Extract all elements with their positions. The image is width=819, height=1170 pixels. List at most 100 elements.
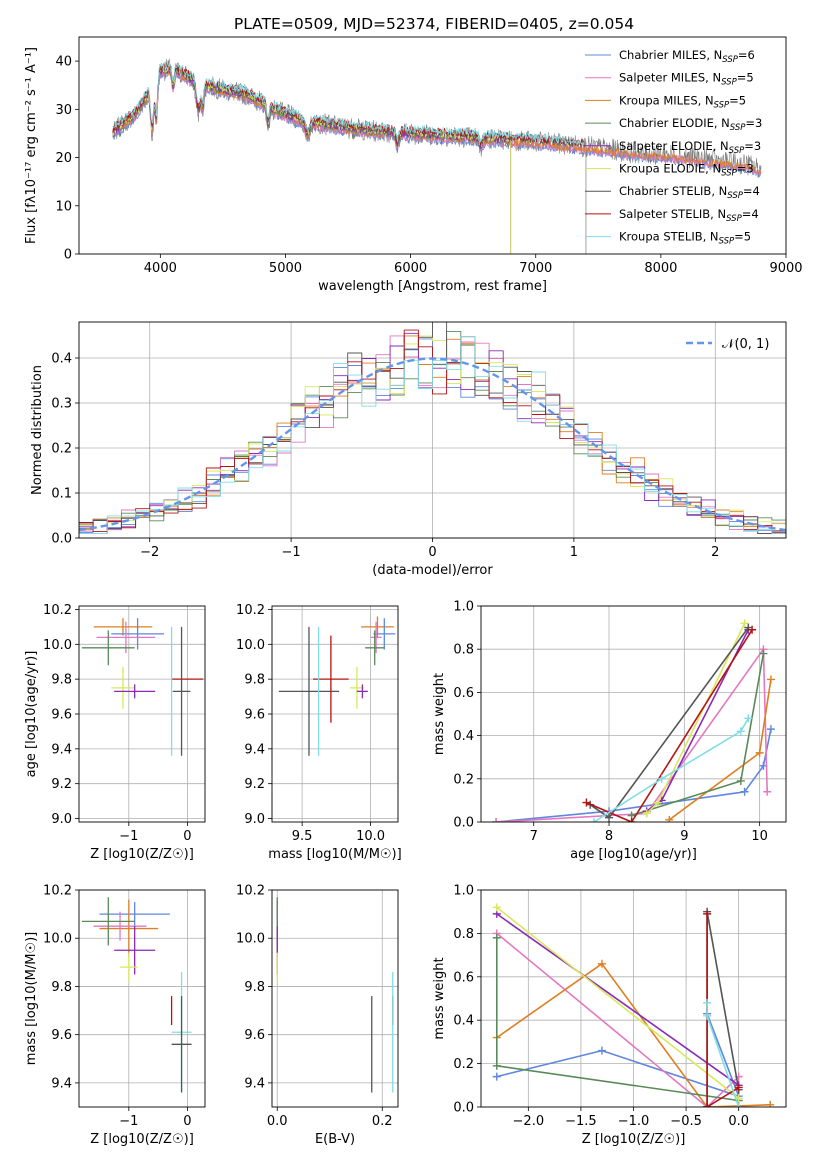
data-marker — [703, 998, 712, 1007]
plot-area — [79, 322, 786, 534]
y-tick-label: 9.2 — [244, 777, 265, 792]
y-tick-label: 9.4 — [244, 742, 265, 757]
y-tick-label: 0 — [64, 248, 72, 263]
axes-frame — [78, 36, 787, 255]
x-tick-label: −1.5 — [565, 1114, 597, 1129]
y-tick-label: 10.0 — [43, 638, 72, 653]
legend-tail: =4 — [743, 184, 760, 198]
legend-sub: SSP — [721, 169, 737, 179]
x-tick-label: 0.0 — [267, 1114, 288, 1129]
x-tick-label: −0.5 — [670, 1114, 702, 1129]
data-marker — [736, 776, 745, 785]
y-axis-label: age [log10(age/yr)] — [24, 651, 39, 778]
legend-label: Salpeter ELODIE, NSSP=3 — [619, 139, 761, 156]
data-marker — [642, 809, 651, 818]
axes-frame — [271, 605, 399, 823]
x-tick-label: 9 — [680, 829, 688, 844]
y-tick-label: 9.4 — [51, 742, 72, 757]
y-tick-label: 0.6 — [453, 970, 474, 985]
legend-label: Kroupa MILES, NSSP=5 — [619, 93, 746, 110]
y-tick-label: 0.3 — [51, 397, 72, 412]
y-tick-label: 10.0 — [236, 932, 265, 947]
data-marker — [492, 903, 501, 912]
x-tick-label: −1 — [119, 829, 138, 844]
y-tick-label: 0.8 — [453, 643, 474, 658]
y-axis-label: mass weight — [432, 673, 447, 755]
data-marker — [605, 813, 614, 822]
normal-curve — [79, 357, 786, 532]
x-tick-label: 10.0 — [356, 829, 385, 844]
y-tick-label: 10.2 — [236, 884, 265, 899]
x-axis-label: Z [log10(Z/Z☉)] — [90, 847, 194, 862]
data-marker — [492, 818, 501, 822]
x-axis-label: wavelength [Angstrom, rest frame] — [318, 279, 547, 294]
series-salpeter-stelib — [706, 913, 740, 1107]
legend-sub: SSP — [729, 146, 745, 156]
y-tick-label: 10.0 — [43, 932, 72, 947]
x-tick-label: −1 — [119, 1114, 138, 1129]
x-tick-label: 0 — [183, 829, 191, 844]
legend-text: Chabrier STELIB, N — [619, 184, 727, 198]
plot-area — [81, 618, 204, 756]
plot-area — [278, 616, 396, 756]
data-marker — [766, 675, 775, 684]
legend-label: 𝒩(0, 1) — [722, 337, 769, 352]
data-marker — [665, 815, 674, 822]
model-kroupa-elodie — [112, 63, 512, 254]
data-marker — [492, 1072, 501, 1081]
data-marker — [766, 1100, 775, 1107]
legend-sub: SSP — [726, 214, 742, 224]
legend-label: Chabrier STELIB, NSSP=4 — [619, 184, 760, 201]
x-tick-label: 0.2 — [372, 1114, 393, 1129]
x-tick-label: 7000 — [519, 261, 552, 276]
x-tick-label: 8000 — [644, 261, 677, 276]
legend-text: Salpeter STELIB, N — [619, 207, 726, 221]
legend-label: Chabrier MILES, NSSP=6 — [619, 48, 755, 65]
panel-age-vs-Z: −1 0 9.0 9.2 9.4 9.6 9.8 10.0 10.2 Z [log10(Z/Z☉)… — [24, 603, 206, 862]
y-tick-label: 9.8 — [51, 980, 72, 995]
grid — [79, 889, 205, 1107]
y-tick-label: 0.2 — [51, 442, 72, 457]
x-tick-label: 6000 — [394, 261, 427, 276]
panel-age-vs-mass: 9.5 10.0 9.0 9.2 9.4 9.6 9.8 10.0 10.2 mass [log1… — [236, 603, 402, 862]
y-tick-label: 0.4 — [453, 1014, 474, 1029]
legend-tail: =5 — [734, 230, 751, 244]
y-tick-label: 9.6 — [244, 1028, 265, 1043]
data-marker — [492, 933, 501, 942]
panel-mass-vs-EBV: 0.0 0.2 9.4 9.6 9.8 10.0 10.2 E(B-V) — [236, 884, 399, 1147]
plot-area — [492, 619, 775, 822]
y-tick-label: 10.2 — [236, 603, 265, 618]
axes-frame — [271, 889, 399, 1108]
data-marker — [734, 1103, 743, 1107]
legend-sub: SSP — [722, 55, 738, 65]
y-tick-label: 9.6 — [51, 1028, 72, 1043]
x-axis-label: mass [log10(M/M☉)] — [268, 847, 401, 862]
y-tick-label: 10.0 — [236, 638, 265, 653]
y-tick-label: 0.0 — [453, 1101, 474, 1116]
y-tick-label: 0.4 — [453, 729, 474, 744]
plot-area — [276, 897, 394, 1093]
x-tick-label: 4000 — [144, 261, 177, 276]
x-tick-label: −2 — [140, 545, 159, 560]
x-axis-label: age [log10(age/yr)] — [570, 847, 697, 862]
x-axis-label: (data-model)/error — [372, 563, 493, 578]
data-marker — [627, 818, 636, 822]
y-tick-label: 9.4 — [244, 1076, 265, 1091]
y-tick-label: 9.6 — [244, 708, 265, 723]
series-salpeter-elodie — [496, 913, 740, 1086]
y-tick-label: 0.0 — [51, 532, 72, 547]
plot-area — [492, 903, 775, 1107]
x-tick-label: 5000 — [269, 261, 302, 276]
x-tick-label: 10 — [751, 829, 768, 844]
x-axis-label: E(B-V) — [315, 1132, 355, 1147]
x-tick-label: 0.0 — [728, 1114, 749, 1129]
y-tick-label: 30 — [55, 103, 72, 118]
series-chabrier-elodie — [495, 937, 739, 1102]
y-tick-label: 9.4 — [51, 1076, 72, 1091]
x-tick-label: −1.0 — [618, 1114, 650, 1129]
plot-area — [81, 897, 192, 1093]
panel-massweight-vs-age: 7 8 9 10 0.0 0.2 0.4 0.6 0.8 1.0 age [log10(age/yr… — [432, 600, 787, 862]
data-marker — [597, 1046, 606, 1055]
